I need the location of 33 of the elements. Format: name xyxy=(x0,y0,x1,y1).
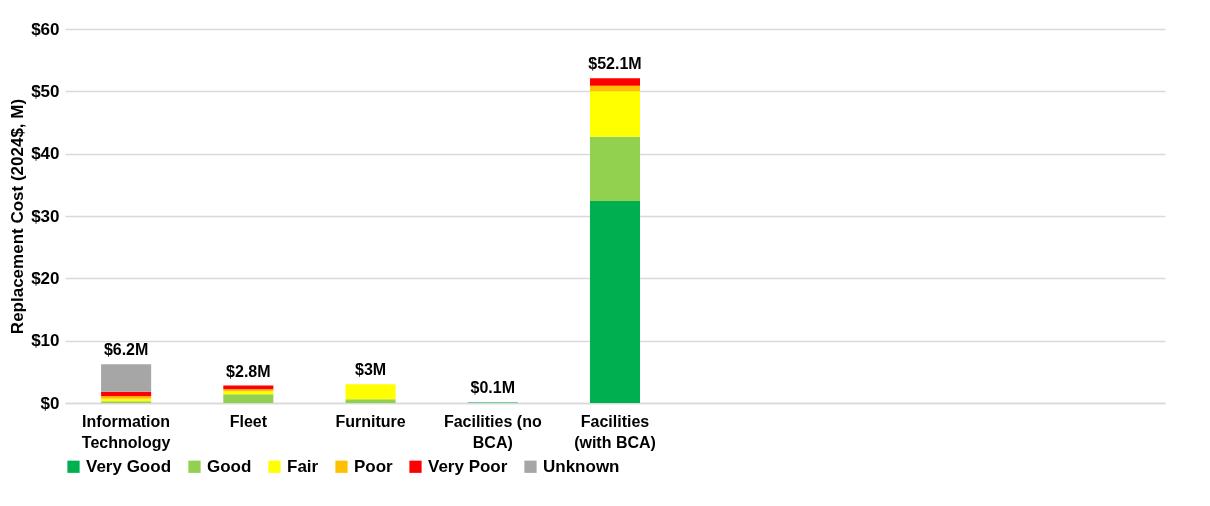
bar xyxy=(101,391,152,397)
x-tick-label: Furniture xyxy=(335,412,406,430)
legend-label: Very Poor xyxy=(428,456,508,476)
bar xyxy=(589,78,641,86)
total-label: $3M xyxy=(354,361,387,379)
y-tick-label: $20 xyxy=(31,268,60,288)
bar xyxy=(345,399,396,403)
bar xyxy=(589,91,641,137)
y-tick-label: $40 xyxy=(31,144,60,164)
x-tick-label: Fleet xyxy=(229,412,268,430)
bar xyxy=(589,201,641,403)
bar xyxy=(345,384,396,400)
legend-label: Very Good xyxy=(86,456,172,476)
total-label: $6.2M xyxy=(103,341,149,359)
x-tick-label: Facilities (with BCA) xyxy=(574,412,656,451)
y-tick-label: $0 xyxy=(40,393,60,413)
y-tick-label: $30 xyxy=(31,206,60,226)
x-tick-label: Information Technology xyxy=(81,412,171,451)
legend-label: Good xyxy=(207,456,252,476)
legend-label: Unknown xyxy=(543,456,620,476)
bar xyxy=(589,136,641,202)
y-axis-title: Replacement Cost (2024$, M) xyxy=(8,98,28,335)
total-label: $2.8M xyxy=(226,362,271,380)
y-tick-label: $50 xyxy=(31,81,60,101)
legend-label: Poor xyxy=(354,456,394,476)
legend-label: Fair xyxy=(287,456,319,476)
bar xyxy=(101,364,152,392)
y-tick-label: $60 xyxy=(31,19,60,39)
y-tick-label: $10 xyxy=(31,331,60,351)
total-label: $0.1M xyxy=(470,379,516,397)
bar xyxy=(223,394,274,403)
total-label: $52.1M xyxy=(588,55,642,73)
x-tick-label: Facilities (no BCA) xyxy=(443,412,542,451)
